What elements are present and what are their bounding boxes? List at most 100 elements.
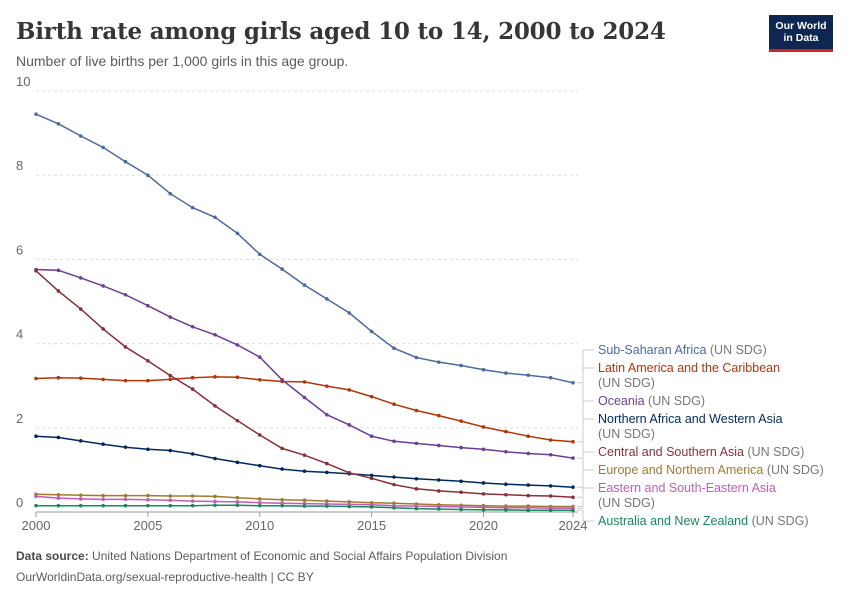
data-point (235, 231, 240, 236)
x-tick-label: 2000 (22, 518, 51, 533)
data-point (213, 499, 217, 504)
data-point (257, 497, 262, 501)
legend-suffix: (UN SDG) (645, 394, 705, 408)
data-point (213, 456, 217, 461)
data-point (548, 484, 553, 488)
legend-connector (577, 400, 594, 459)
data-point (459, 507, 463, 512)
legend-connector (577, 349, 594, 384)
line-chart: 0 2 4 6 8 10 2000 2005 2010 2015 2020 2024 Sub-Sah… (16, 74, 824, 533)
data-point (78, 497, 83, 501)
data-point (571, 380, 575, 385)
data-point (101, 497, 105, 502)
data-point (504, 429, 508, 434)
y-tick-label: 6 (16, 242, 23, 257)
data-point (168, 377, 173, 382)
data-point (56, 496, 61, 500)
data-point (504, 371, 508, 375)
data-point (190, 499, 195, 503)
data-point (213, 375, 217, 379)
data-point (146, 378, 150, 383)
y-tick-label: 10 (16, 74, 30, 89)
owid-logo[interactable]: Our World in Data (769, 15, 833, 52)
data-point (213, 503, 217, 508)
data-point (571, 508, 575, 513)
data-point (78, 503, 83, 508)
data-point (504, 449, 508, 454)
data-point (123, 159, 128, 164)
data-point (392, 346, 396, 351)
data-point (414, 504, 419, 508)
data-point (235, 375, 240, 380)
data-point (123, 292, 128, 297)
data-point (571, 495, 575, 500)
data-point (34, 268, 38, 273)
footer-url[interactable]: OurWorldinData.org/sexual-reproductive-h… (16, 570, 314, 584)
data-point (146, 359, 150, 363)
legend-suffix: (UN SDG) (598, 496, 655, 510)
data-point (302, 395, 307, 400)
data-point (347, 504, 352, 509)
logo-line-1: Our World (775, 20, 827, 32)
data-point (56, 492, 61, 497)
data-point (123, 378, 128, 383)
data-point (414, 408, 419, 413)
data-point (436, 504, 441, 509)
series-line (35, 435, 574, 488)
data-point (459, 363, 463, 368)
data-point (481, 481, 486, 485)
legend-connector (577, 451, 594, 498)
data-point (190, 205, 195, 210)
legend-label: Australia and New Zealand (UN SDG) (598, 514, 809, 528)
data-point (146, 493, 150, 498)
legend-series-name: Australia and New Zealand (598, 514, 748, 528)
data-point (34, 494, 38, 499)
data-point (280, 378, 284, 382)
data-point (414, 487, 419, 491)
data-point (347, 311, 352, 315)
data-point (280, 497, 284, 502)
data-point (257, 252, 262, 257)
data-point (526, 434, 531, 439)
legend-connector (577, 418, 594, 488)
data-point (414, 476, 419, 481)
data-point (302, 453, 307, 457)
data-point (190, 503, 195, 508)
data-point (168, 503, 173, 508)
series-line (35, 376, 574, 443)
series-line (35, 113, 574, 384)
data-point (392, 475, 396, 479)
series-line (35, 268, 574, 459)
data-point (392, 505, 396, 510)
data-point (101, 284, 105, 288)
legend-series-name: Oceania (598, 394, 645, 408)
data-point (302, 504, 307, 508)
data-point (302, 283, 307, 287)
data-point (347, 423, 352, 427)
y-tick-label: 0 (16, 495, 23, 510)
data-point (34, 434, 38, 439)
data-point (414, 506, 419, 511)
data-point (548, 508, 553, 513)
data-point (436, 507, 441, 511)
data-point (78, 134, 83, 138)
data-point (146, 497, 150, 502)
data-point (101, 442, 105, 447)
data-point (101, 503, 105, 508)
data-point (504, 482, 508, 487)
data-point (325, 504, 329, 508)
data-point (280, 467, 284, 471)
data-point (436, 413, 441, 418)
data-point (347, 388, 352, 392)
data-point (369, 473, 374, 478)
x-axis-ticks: 2000 2005 2010 2015 2020 2024 (22, 512, 587, 533)
data-point (481, 425, 486, 429)
data-point (78, 276, 83, 280)
data-point (526, 508, 531, 513)
legend-suffix: (UN SDG) (598, 376, 655, 390)
data-point (257, 355, 262, 359)
data-point (235, 460, 240, 465)
legend-label: Eastern and South-Eastern Asia (598, 481, 776, 495)
data-point (571, 485, 575, 489)
data-point (526, 451, 531, 456)
